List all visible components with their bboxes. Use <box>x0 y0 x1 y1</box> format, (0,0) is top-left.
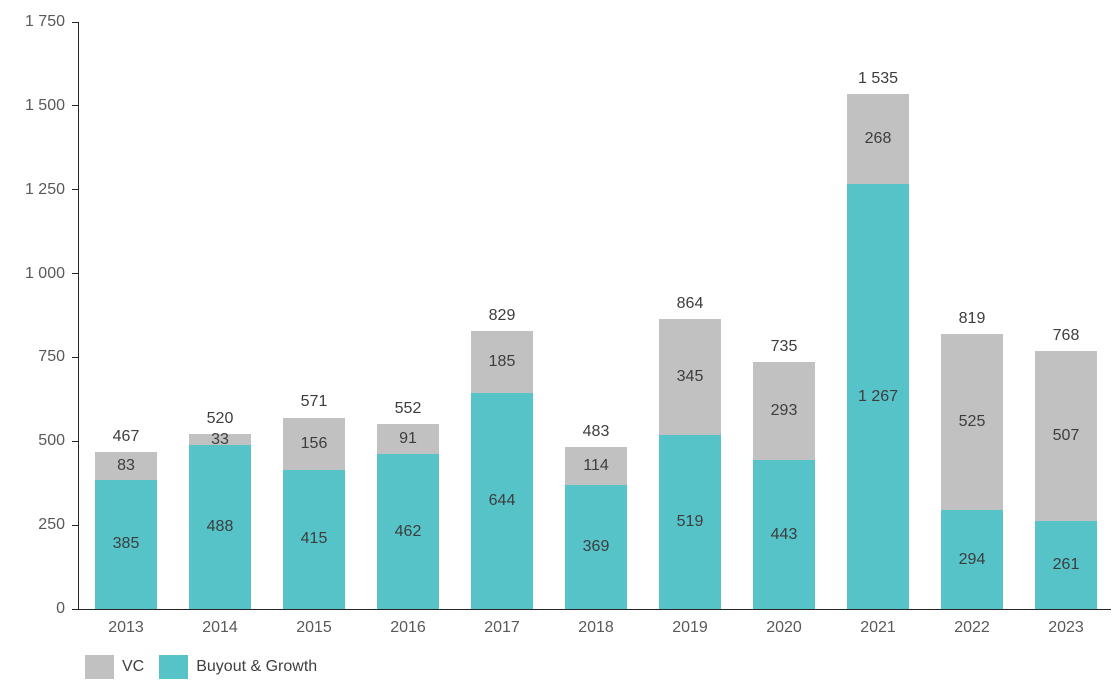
bar-segment-buyout-growth: 261 <box>1035 521 1097 609</box>
bar-segment-value: 462 <box>394 522 422 540</box>
bar-segment-buyout-growth: 443 <box>753 460 815 609</box>
bar-segment-value: 345 <box>676 368 704 386</box>
bar-segment-value: 488 <box>206 518 234 536</box>
bar-segment-vc: 91 <box>377 423 439 455</box>
bar-total-label: 467 <box>112 428 140 446</box>
bar-segment-buyout-growth: 462 <box>377 454 439 609</box>
bar-total-label: 864 <box>676 295 704 313</box>
bar-segment-value: 261 <box>1052 556 1080 574</box>
x-axis-label: 2021 <box>860 619 896 636</box>
y-axis-tick-label: 1 000 <box>24 264 65 282</box>
legend-label: Buyout & Growth <box>196 658 318 675</box>
y-axis-tick <box>72 524 78 526</box>
bar-segment-value: 185 <box>488 352 516 370</box>
bar-total-label: 829 <box>488 306 516 324</box>
bar-total-label: 571 <box>300 393 328 411</box>
bar-total-label: 552 <box>394 399 422 417</box>
bar-segment-buyout-growth: 369 <box>565 485 627 609</box>
x-axis-label: 2019 <box>672 619 708 636</box>
bar-segment-vc: 83 <box>95 452 157 480</box>
legend-label: VC <box>122 658 145 675</box>
bar-segment-value: 644 <box>488 491 516 509</box>
y-axis-tick-label: 1 250 <box>24 180 65 198</box>
legend-swatch <box>159 655 189 679</box>
bar-segment-value: 519 <box>676 512 704 530</box>
legend-swatch <box>85 655 114 679</box>
bar-segment-buyout-growth: 488 <box>189 445 251 609</box>
y-axis-tick-label: 500 <box>38 432 65 450</box>
y-axis-tick-label: 1 750 <box>24 13 65 30</box>
bar-segment-buyout-growth: 294 <box>941 510 1003 609</box>
y-axis-tick <box>72 273 78 275</box>
bar-segment-value: 525 <box>958 413 986 431</box>
y-axis-tick-label: 250 <box>38 516 65 534</box>
bar-segment-vc: 114 <box>565 447 627 486</box>
x-axis-label: 2015 <box>296 619 332 636</box>
bar-segment-value: 443 <box>770 525 798 543</box>
x-axis-label: 2023 <box>1048 619 1084 636</box>
bar-segment-value: 156 <box>300 434 328 452</box>
bar-total-label: 735 <box>770 338 798 356</box>
bar-segment-value: 369 <box>582 538 610 556</box>
bar-segment-value: 293 <box>770 402 798 420</box>
bar-segment-buyout-growth: 519 <box>659 434 721 609</box>
bar-total-label: 768 <box>1052 327 1080 345</box>
y-axis-tick-label: 1 500 <box>24 96 65 114</box>
y-axis-tick <box>72 356 78 358</box>
bar-segment-buyout-growth: 1 267 <box>847 184 909 609</box>
x-axis-label: 2018 <box>578 619 614 636</box>
bar-segment-vc: 345 <box>659 319 721 435</box>
y-axis-tick-label: 0 <box>56 600 65 617</box>
bar-segment-vc: 268 <box>847 94 909 185</box>
bar-segment-value: 91 <box>399 429 417 447</box>
bar-segment-value: 385 <box>112 535 140 553</box>
bar-segment-vc: 293 <box>753 362 815 461</box>
bar-segment-buyout-growth: 385 <box>95 479 157 609</box>
bar-segment-vc: 507 <box>1035 351 1097 522</box>
bar-segment-value: 114 <box>583 457 609 475</box>
x-axis-label: 2016 <box>390 619 426 636</box>
chart-legend: VC Buyout & Growth <box>85 655 332 679</box>
plot-area: 0 250 500 750 1 000 1 250 1 500 1 750 385 83 467 20… <box>25 13 1111 636</box>
x-axis-label: 2013 <box>108 619 144 636</box>
bar-segment-value: 268 <box>864 130 892 148</box>
bar-segment-value: 507 <box>1052 427 1080 445</box>
bar-segment-buyout-growth: 644 <box>471 392 533 609</box>
bar-segment-vc: 525 <box>941 334 1003 511</box>
legend-item-vc: VC <box>85 655 144 679</box>
bar-total-label: 819 <box>958 310 986 328</box>
x-axis-label: 2017 <box>484 619 520 636</box>
bar-segment-value: 294 <box>958 550 986 568</box>
y-axis-tick <box>72 21 78 23</box>
bar-segment-vc: 33 <box>189 431 251 448</box>
bar-total-label: 520 <box>206 410 234 428</box>
x-axis-label: 2022 <box>954 619 990 636</box>
y-axis-tick <box>72 608 78 610</box>
bar-total-label: 483 <box>582 422 610 440</box>
y-axis-tick <box>72 105 78 107</box>
bar-segment-vc: 156 <box>283 417 345 470</box>
y-axis-tick <box>72 440 78 442</box>
x-axis-label: 2020 <box>766 619 802 636</box>
bar-segment-buyout-growth: 415 <box>283 469 345 609</box>
bar-segment-value: 33 <box>211 430 229 448</box>
bar-segment-value: 1 267 <box>857 387 899 405</box>
y-axis-tick-label: 750 <box>38 348 65 366</box>
bar-segment-vc: 185 <box>471 330 533 393</box>
bar-segment-value: 415 <box>300 530 328 548</box>
bar-segment-value: 83 <box>117 456 135 474</box>
bar-total-label: 1 535 <box>857 70 899 88</box>
y-axis-tick <box>72 189 78 191</box>
x-axis-label: 2014 <box>202 619 238 636</box>
legend-item-buyout-growth: Buyout & Growth <box>159 655 317 679</box>
